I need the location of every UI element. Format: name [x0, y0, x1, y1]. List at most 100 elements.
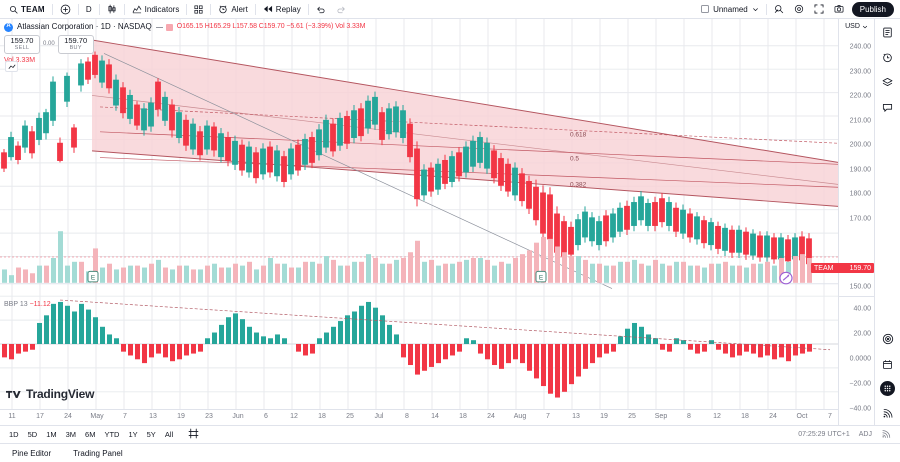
- quick-search-icon: [774, 4, 784, 14]
- time-tick: 18: [459, 413, 467, 420]
- range-5d[interactable]: 5D: [27, 430, 38, 439]
- currency-label: USD: [845, 23, 860, 30]
- bottom-toolbar: 1D 5D 1M 3M 6M YTD 1Y 5Y All 07:25:29 UT…: [0, 425, 900, 443]
- price-axis[interactable]: USD 240.00 230.00 220.00 210.00 200.00 1…: [811, 19, 874, 413]
- bbp-legend[interactable]: BBP 13 −11.12: [4, 301, 51, 308]
- current-price-tag[interactable]: TEAM 159.70: [811, 263, 874, 273]
- fullscreen-button[interactable]: [809, 2, 829, 17]
- idea-marker: [779, 271, 793, 285]
- chart-style-button[interactable]: [102, 2, 122, 17]
- publish-button[interactable]: Publish: [851, 1, 894, 17]
- divider: [254, 3, 256, 15]
- range-1d[interactable]: 1D: [9, 430, 19, 439]
- quick-search-button[interactable]: [769, 2, 789, 17]
- currency-selector[interactable]: USD: [839, 21, 874, 32]
- price-tick: 180.00: [849, 190, 871, 198]
- undo-icon: [316, 4, 326, 14]
- interval-label: D: [85, 4, 92, 14]
- chat-icon[interactable]: [880, 99, 896, 115]
- calendar-icon[interactable]: [880, 356, 896, 372]
- bbp-tick: 0.0000: [849, 355, 871, 363]
- watchlist-icon[interactable]: [880, 24, 896, 40]
- range-ytd[interactable]: YTD: [104, 430, 120, 439]
- buy-sell-widget[interactable]: 159.70 SELL 0.00 159.70 BUY: [4, 35, 365, 55]
- time-tick: 14: [431, 413, 439, 420]
- bbp-tick: −40.00: [849, 405, 871, 413]
- undo-button[interactable]: [311, 2, 331, 17]
- time-tick: 25: [628, 413, 636, 420]
- price-tick: 230.00: [849, 68, 871, 75]
- indicators-button[interactable]: Indicators: [127, 2, 185, 17]
- time-tick: 19: [177, 413, 185, 420]
- symbol-search-button[interactable]: TEAM: [4, 2, 50, 17]
- alert-button[interactable]: Alert: [213, 2, 252, 17]
- templates-button[interactable]: [189, 2, 208, 17]
- add-symbol-button[interactable]: [55, 2, 76, 17]
- time-axis[interactable]: 11 17 24 May 7 13 19 23 Jun 6 12 18 25 J…: [0, 409, 838, 425]
- date-range-icon[interactable]: [184, 427, 203, 442]
- clock-label[interactable]: 07:25:29 UTC+1: [798, 431, 850, 438]
- time-tick: 18: [318, 413, 326, 420]
- chart-column: 0.618 0.5 0.382: [0, 19, 874, 425]
- divider: [98, 3, 100, 15]
- indicators-icon: [132, 4, 142, 14]
- chevron-down-icon: [862, 25, 867, 28]
- layout-name-button[interactable]: Unnamed: [696, 2, 764, 17]
- svg-text:E: E: [539, 275, 543, 282]
- plus-circle-icon: [60, 4, 71, 15]
- chart-panes[interactable]: 0.618 0.5 0.382: [0, 19, 838, 409]
- buy-button[interactable]: 159.70 BUY: [57, 35, 94, 55]
- buy-price: 159.70: [64, 36, 88, 45]
- target-icon[interactable]: [880, 331, 896, 347]
- price-tick: 170.00: [849, 215, 871, 222]
- bbp-tick: −20.00: [849, 380, 871, 388]
- range-all[interactable]: All: [164, 430, 174, 439]
- time-tick: 19: [600, 413, 608, 420]
- bbp-legend-name: BBP 13: [4, 301, 28, 308]
- earnings-marker-left: E: [87, 270, 99, 283]
- divider: [765, 3, 767, 15]
- time-tick: May: [90, 413, 104, 420]
- alerts-clock-icon[interactable]: [880, 49, 896, 65]
- broadcast-icon[interactable]: [880, 405, 896, 421]
- right-sidebar: [874, 19, 900, 425]
- tab-pine-editor[interactable]: Pine Editor: [12, 448, 52, 458]
- range-5y[interactable]: 5Y: [146, 430, 156, 439]
- chart-canvas[interactable]: 0.618 0.5 0.382: [0, 19, 838, 409]
- bbp-tick: 20.00: [853, 330, 871, 338]
- divider: [51, 3, 53, 15]
- snapshot-button[interactable]: [829, 2, 849, 17]
- time-tick: Jun: [232, 413, 244, 420]
- sell-button[interactable]: 159.70 SELL: [4, 35, 40, 55]
- divider: [210, 3, 212, 15]
- divider: [123, 3, 125, 15]
- range-1y[interactable]: 1Y: [128, 430, 138, 439]
- sell-label: SELL: [14, 45, 30, 52]
- tab-trading-panel[interactable]: Trading Panel: [73, 448, 123, 458]
- time-axis-corner[interactable]: [838, 409, 874, 425]
- range-1m[interactable]: 1M: [46, 430, 57, 439]
- replay-button[interactable]: Replay: [258, 2, 306, 17]
- time-tick: 7: [123, 413, 127, 420]
- time-tick: 18: [741, 413, 749, 420]
- time-tick: 12: [290, 413, 298, 420]
- time-tick: 24: [64, 413, 72, 420]
- sell-price: 159.70: [10, 36, 34, 45]
- range-3m[interactable]: 3M: [65, 430, 77, 439]
- svg-text:E: E: [91, 275, 95, 282]
- adjustment-toggle[interactable]: ADJ: [858, 431, 872, 438]
- settings-button[interactable]: [789, 2, 809, 17]
- axis-divider: [839, 296, 874, 297]
- price-tick: 240.00: [849, 43, 871, 51]
- pane-collapse-button[interactable]: [5, 61, 18, 72]
- time-tick: Jul: [374, 413, 384, 420]
- range-6m[interactable]: 6M: [85, 430, 96, 439]
- redo-button[interactable]: [331, 2, 351, 17]
- interval-button[interactable]: D: [81, 2, 97, 17]
- time-tick: 13: [149, 413, 157, 420]
- layers-icon[interactable]: [880, 74, 896, 90]
- apps-grid-icon[interactable]: [880, 381, 895, 396]
- time-tick: Sep: [654, 413, 668, 420]
- broadcast-status-icon[interactable]: [877, 429, 895, 441]
- main-body: 0.618 0.5 0.382: [0, 19, 900, 425]
